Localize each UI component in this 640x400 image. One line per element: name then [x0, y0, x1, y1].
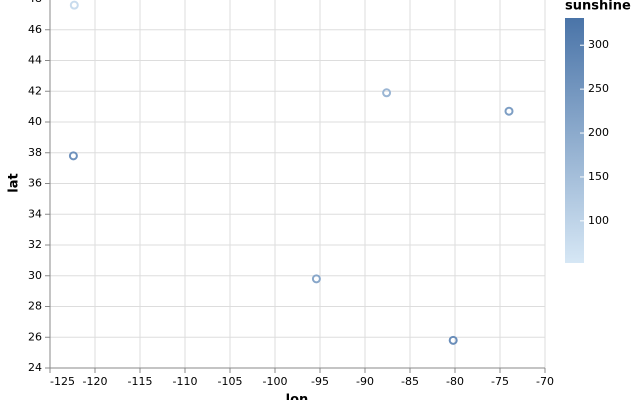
y-tick-label: 42 [28, 84, 42, 97]
y-tick-label: 48 [28, 0, 42, 5]
y-tick-label: 32 [28, 238, 42, 251]
x-tick-label: -75 [491, 375, 509, 388]
legend-label: 100 [588, 214, 609, 227]
y-tick-label: 40 [28, 115, 42, 128]
y-tick-label: 34 [28, 207, 42, 220]
x-tick-label: -70 [536, 375, 554, 388]
point [448, 335, 458, 345]
legend-gradient [565, 18, 584, 263]
legend-label: 300 [588, 38, 609, 51]
x-axis-title: lon [286, 393, 309, 400]
x-tick-label: -120 [83, 375, 108, 388]
legend-label: 150 [588, 170, 609, 183]
x-tick-label: -95 [311, 375, 329, 388]
legend-label: 250 [588, 82, 609, 95]
y-tick-label: 44 [28, 54, 42, 67]
y-tick-label: 36 [28, 177, 42, 190]
y-tick-label: 28 [28, 300, 42, 313]
legend-label: 200 [588, 126, 609, 139]
x-tick-label: -100 [263, 375, 288, 388]
y-tick-label: 38 [28, 146, 42, 159]
x-tick-label: -90 [356, 375, 374, 388]
y-tick-label: 30 [28, 269, 42, 282]
x-tick-label: -85 [401, 375, 419, 388]
point [382, 88, 392, 98]
legend-title: sunshine [565, 0, 631, 14]
x-tick-label: -115 [128, 375, 153, 388]
point [68, 151, 78, 161]
y-tick-label: 24 [28, 361, 42, 374]
y-axis-title: lat [7, 173, 22, 192]
x-tick-label: -105 [218, 375, 243, 388]
y-tick-label: 26 [28, 330, 42, 343]
point [311, 274, 321, 284]
y-tick-label: 46 [28, 23, 42, 36]
point [504, 106, 514, 116]
x-tick-label: -80 [446, 375, 464, 388]
point [69, 0, 79, 10]
x-tick-label: -110 [173, 375, 198, 388]
x-tick-label: -125 [50, 375, 75, 388]
